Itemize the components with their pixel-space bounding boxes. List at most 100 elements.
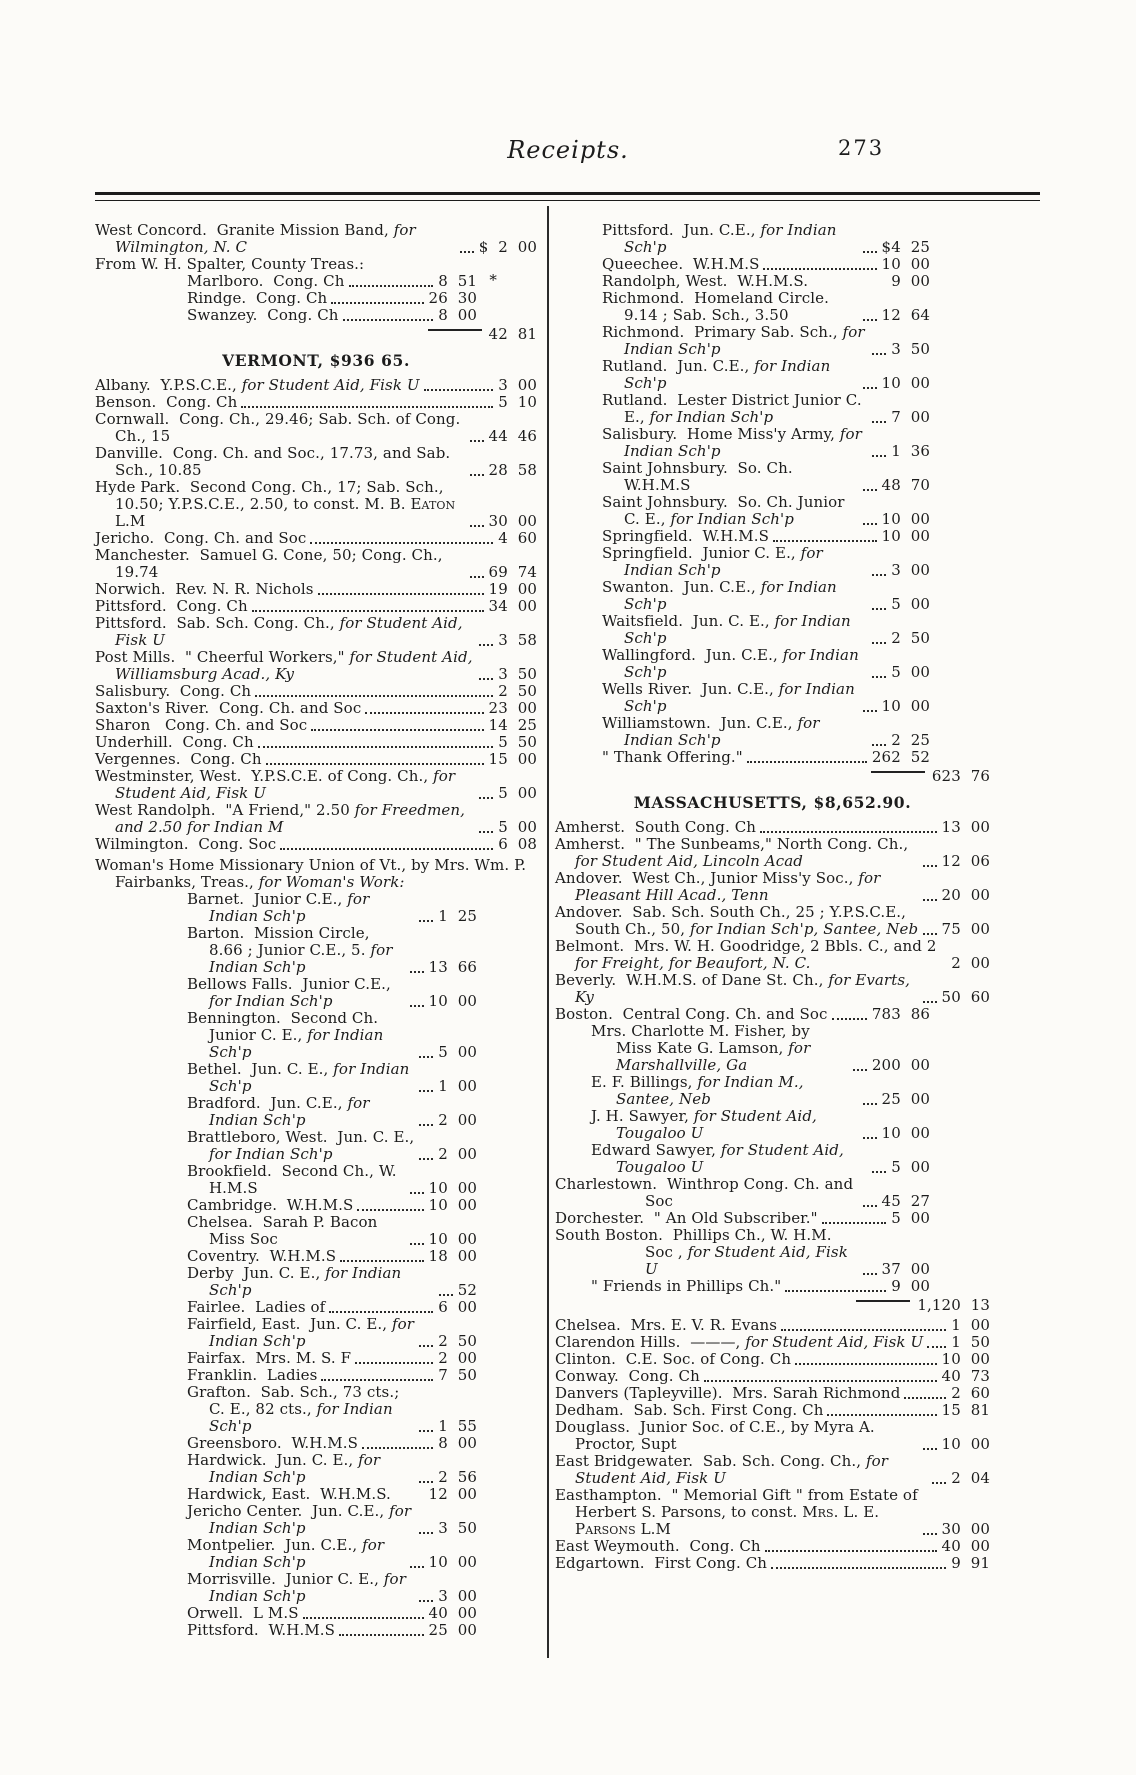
entry-text-italic: for Woman's Work: [258, 873, 405, 891]
entry-text-part: " Thank Offering." [602, 748, 743, 766]
dot-leader [339, 1634, 424, 1636]
receipt-entry: Conway. Cong. Ch 40 73 [555, 1368, 990, 1385]
entry-text: Mrs. Charlotte M. Fisher, by Miss Kate G… [591, 1023, 849, 1074]
dot-leader [419, 920, 434, 922]
dot-leader [409, 1566, 424, 1568]
entry-text-part: Orwell. L M.S [187, 1604, 299, 1622]
entry-text: Springfield. W.H.M.S [602, 528, 769, 545]
total-amount: 623 76 [931, 767, 990, 785]
entry-amount: 6 08 [498, 835, 537, 853]
entry-amount: 10 00 [428, 992, 477, 1010]
receipt-entry: Danvers (Tapleyville). Mrs. Sarah Richmo… [555, 1385, 990, 1402]
dot-leader [459, 251, 474, 253]
entry-text-part: Williamstown. Jun. C.E., [602, 714, 798, 732]
entry-text: Benson. Cong. Ch [95, 394, 237, 411]
entry-text: Charlestown. Winthrop Cong. Ch. and Soc [555, 1176, 859, 1210]
entry-text-part: Rutland. Lester District Junior C. E., [602, 391, 867, 426]
entry-text-italic: for Student Aid, Williamsburg Acad., Ky [115, 648, 478, 683]
entry-amount: 26 30 [428, 289, 477, 307]
entry-text-italic: for Pleasant Hill Acad., Tenn [575, 869, 886, 904]
entry-amount: 75 00 [941, 920, 990, 938]
entry-amount: 3 58 [498, 631, 537, 649]
entry-text-part: Bethel. Jun. C. E., [187, 1060, 334, 1078]
entry-text: Westminster, West. Y.P.S.C.E. of Cong. C… [95, 768, 475, 802]
entry-amount: 12 64 [881, 306, 930, 324]
dot-leader [862, 710, 877, 712]
entry-text: Cornwall. Cong. Ch., 29.46; Sab. Sch. of… [95, 411, 466, 445]
entry-text: Pittsford. Jun. C.E., for Indian Sch'p [602, 222, 859, 256]
entry-text-italic: for Indian Sch'p, Santee, Neb [690, 920, 919, 938]
entry-text: Williamstown. Jun. C.E., for Indian Sch'… [602, 715, 868, 749]
receipt-entry: Manchester. Samuel G. Cone, 50; Cong. Ch… [95, 547, 537, 581]
entry-amount: 1 00 [438, 1077, 477, 1095]
entry-text-part: Pittsford. Sab. Sch. Cong. Ch., [95, 614, 340, 632]
receipt-entry: Cambridge. W.H.M.S 10 00 [187, 1197, 537, 1214]
entry-text-part: Benson. Cong. Ch [95, 393, 238, 411]
entry-text: Barnet. Junior C.E., for Indian Sch'p [187, 891, 415, 925]
receipt-entry: East Weymouth. Cong. Ch 40 00 [555, 1538, 990, 1555]
dot-leader [419, 1600, 434, 1602]
entry-amount: 2 60 [951, 1384, 990, 1402]
entry-text-italic: for Student Aid, Fisk U [241, 376, 420, 394]
receipt-entry: Rindge. Cong. Ch 26 30 [187, 290, 537, 307]
entry-text-italic: for Indian Sch'p [624, 221, 842, 256]
entry-text-part: Albany. Y.P.S.C.E., [95, 376, 242, 394]
receipt-entry: East Bridgewater. Sab. Sch. Cong. Ch., f… [555, 1453, 990, 1487]
entry-text-italic: for Indian Sch'p [209, 1315, 419, 1350]
entry-amount: 19 00 [488, 580, 537, 598]
dot-leader [872, 608, 887, 610]
total-rule [427, 329, 482, 331]
entry-text: Fairfax. Mrs. M. S. F [187, 1350, 351, 1367]
receipt-entry: Swanton. Jun. C.E., for Indian Sch'p 5 00 [602, 579, 990, 613]
entry-text: Rutland. Lester District Junior C. E., f… [602, 392, 868, 426]
dot-leader [419, 1532, 434, 1534]
entry-text-part: Wilmington. Cong. Soc [95, 835, 277, 853]
receipt-entry: Belmont. Mrs. W. H. Goodridge, 2 Bbls. C… [555, 938, 990, 972]
dot-leader [419, 1056, 434, 1058]
dot-leader [872, 676, 887, 678]
entry-text-part: Vergennes. Cong. Ch [95, 750, 262, 768]
entry-amount: 52 [457, 1281, 477, 1299]
receipt-entry: Salisbury. Home Miss'y Army, for Indian … [602, 426, 990, 460]
entry-text-italic: for Evarts, Ky [575, 971, 915, 1006]
entry-amount: 9 00 [891, 272, 930, 290]
entry-amount: 8 00 [438, 1434, 477, 1452]
entry-text: Wilmington. Cong. Soc [95, 836, 276, 853]
entry-text: Sharon Cong. Ch. and Soc [95, 717, 307, 734]
receipt-entry: Brattleboro, West. Jun. C. E., for India… [187, 1129, 537, 1163]
entry-text: Post Mills. " Cheerful Workers," for Stu… [95, 649, 475, 683]
entry-text: Pittsford. Sab. Sch. Cong. Ch., for Stud… [95, 615, 475, 649]
entry-text-part: Rutland. Jun. C.E., [602, 357, 755, 375]
dot-leader [771, 1567, 947, 1569]
entry-text: South Boston. Phillips Ch., W. H.M. Soc … [555, 1227, 859, 1278]
entry-text: Swanzey. Cong. Ch [187, 307, 339, 324]
entry-text-part: Chelsea. Mrs. E. V. R. Evans [555, 1316, 778, 1334]
entry-text-part: Hardwick. Jun. C. E., [187, 1451, 359, 1469]
entry-amount: 15 00 [488, 750, 537, 768]
dot-leader [469, 576, 484, 578]
entry-amount: 783 86 [871, 1005, 930, 1023]
entry-text-part: Amherst. " The Sunbeams," North Cong. Ch… [555, 835, 914, 853]
entry-text-part: Cornwall. Cong. Ch., 29.46; Sab. Sch. of… [95, 410, 466, 445]
entry-text: Swanton. Jun. C.E., for Indian Sch'p [602, 579, 868, 613]
dot-leader [321, 1379, 434, 1381]
entry-text-part: East Weymouth. Cong. Ch [555, 1537, 761, 1555]
entry-text: East Bridgewater. Sab. Sch. Cong. Ch., f… [555, 1453, 928, 1487]
dot-leader [763, 268, 877, 270]
page-title: Receipts. [507, 136, 629, 164]
dot-leader [255, 695, 494, 697]
dot-leader [342, 319, 434, 321]
entry-amount: 44 46 [488, 427, 537, 445]
entry-text: West Concord. Granite Mission Band, for … [95, 222, 456, 256]
entry-text: Salisbury. Cong. Ch [95, 683, 251, 700]
entry-amount: 10 00 [881, 510, 930, 528]
dot-leader [746, 761, 867, 763]
receipt-entry: Salisbury. Cong. Ch 2 50 [95, 683, 537, 700]
dot-leader [872, 574, 887, 576]
dot-leader [772, 540, 877, 542]
entry-text-part: Clarendon Hills. ———, [555, 1333, 746, 1351]
section-heading: VERMONT, $936 65. [222, 351, 410, 370]
receipt-entry: Derby Jun. C. E., for Indian Sch'p 52 [187, 1265, 537, 1299]
dot-leader [317, 593, 484, 595]
receipt-entry: Wallingford. Jun. C.E., for Indian Sch'p… [602, 647, 990, 681]
